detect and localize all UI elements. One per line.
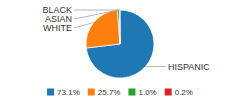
legend-label: 1.0%	[138, 88, 156, 97]
legend-label: 25.7%	[98, 88, 121, 97]
legend-item: 0.2%	[165, 88, 193, 97]
pie-slice	[86, 10, 154, 78]
pie-slice	[117, 10, 120, 44]
leader-line	[74, 10, 119, 19]
pie-slice	[119, 10, 120, 44]
legend: 73.1% 25.7% 1.0% 0.2%	[47, 88, 193, 97]
pie: HISPANIC WHITEASIANBLACK	[42, 5, 210, 78]
leader-line	[74, 10, 120, 11]
legend-swatch	[88, 89, 95, 96]
legend-swatch	[128, 89, 135, 96]
slice-label: ASIAN	[45, 14, 72, 24]
legend-label: 73.1%	[57, 88, 80, 97]
leader-line	[74, 22, 94, 28]
slice-label: BLACK	[42, 5, 72, 15]
legend-label: 0.2%	[175, 88, 193, 97]
leader-line	[145, 66, 166, 67]
chart: HISPANIC WHITEASIANBLACK 73.1% 25.7% 1.0% 0.2…	[0, 0, 240, 100]
legend-item: 1.0%	[128, 88, 156, 97]
slice-label: HISPANIC	[168, 62, 210, 72]
legend-item: 73.1%	[47, 88, 80, 97]
legend-item: 25.7%	[88, 88, 121, 97]
legend-swatch	[47, 89, 54, 96]
slice-label: WHITE	[43, 23, 72, 33]
legend-swatch	[165, 89, 172, 96]
